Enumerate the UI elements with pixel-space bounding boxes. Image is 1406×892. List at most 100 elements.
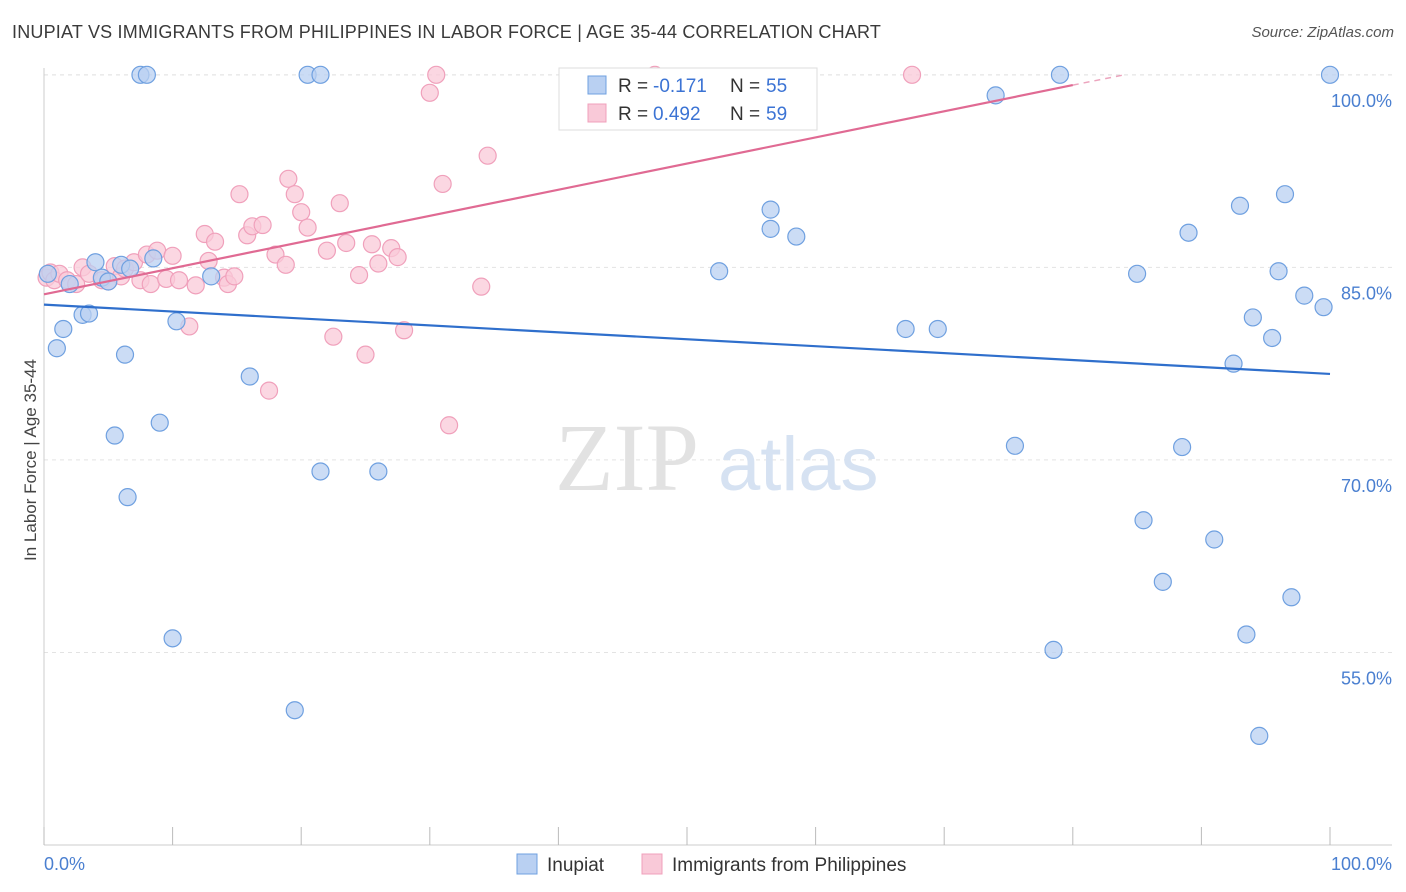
chart-source: Source: ZipAtlas.com (1251, 24, 1394, 41)
point (433, 174, 452, 194)
y-axis-label: In Labor Force | Age 35-44 (21, 359, 40, 561)
legend-n-value-1: 55 (766, 76, 787, 97)
y-tick-label-3: 100.0% (1331, 91, 1392, 111)
point (1205, 530, 1224, 549)
y-tick-label-0: 55.0% (1341, 668, 1392, 688)
x-tick-label-0: 0.0% (44, 854, 85, 874)
point (86, 253, 105, 272)
point (1127, 264, 1147, 283)
point (787, 227, 806, 246)
point (38, 264, 57, 283)
point (337, 233, 356, 253)
point (427, 65, 446, 84)
watermark-zip: ZIP (555, 404, 699, 511)
bottom-legend-swatch-philippines (641, 853, 663, 875)
legend-swatch-philippines (587, 103, 607, 123)
point (1250, 726, 1269, 745)
point (710, 262, 729, 281)
point (356, 345, 375, 364)
point (141, 274, 160, 294)
point (317, 241, 337, 260)
point (420, 83, 439, 102)
point (163, 246, 182, 265)
point (240, 367, 259, 386)
point (472, 277, 491, 296)
point (1153, 572, 1172, 591)
grid (44, 74, 1392, 653)
point (79, 304, 99, 323)
point (1295, 286, 1314, 305)
trend-line-extension-1 (1072, 74, 1125, 86)
legend-swatch-inupiat (587, 75, 607, 95)
point (394, 321, 414, 340)
point (1314, 298, 1333, 317)
point (369, 254, 388, 273)
legend-n-label-2: N = (730, 104, 760, 125)
y-tick-label-1: 70.0% (1341, 476, 1392, 496)
point (225, 267, 244, 286)
point (1044, 640, 1063, 659)
watermark: ZIP atlas (555, 404, 879, 511)
point (324, 327, 343, 346)
point (285, 185, 304, 204)
legend-r-label-1: R = (618, 76, 648, 97)
point (1282, 588, 1301, 607)
series-inupiat (38, 65, 1340, 745)
point (478, 146, 497, 165)
point (150, 413, 169, 432)
point (1243, 308, 1262, 327)
point (167, 312, 186, 331)
y-tick-label-2: 85.0% (1341, 283, 1392, 303)
point (388, 248, 407, 267)
bottom-legend-inupiat: Inupiat (547, 855, 605, 876)
point (115, 345, 135, 364)
x-tick-labels: 0.0% 100.0% (44, 854, 1392, 874)
bottom-legend-philippines: Immigrants from Philippines (672, 855, 906, 876)
legend-n-value-2: 59 (766, 104, 787, 125)
point (105, 426, 124, 445)
point (1237, 625, 1256, 644)
point (292, 203, 311, 222)
trend-layer (43, 74, 1331, 376)
point (1050, 65, 1070, 84)
point (205, 232, 225, 251)
point (169, 271, 189, 290)
point (1320, 65, 1340, 84)
point (439, 416, 459, 435)
point (896, 319, 915, 339)
point (311, 65, 330, 84)
point (311, 462, 330, 481)
point (118, 488, 137, 507)
trend-line-1 (43, 84, 1074, 296)
point (285, 701, 304, 720)
trend-line-0 (43, 303, 1331, 376)
point (1134, 511, 1153, 530)
point (362, 235, 382, 254)
legend-r-label-2: R = (618, 104, 648, 125)
chart-title: INUPIAT VS IMMIGRANTS FROM PHILIPPINES I… (12, 22, 882, 42)
point (202, 267, 221, 286)
watermark-atlas: atlas (718, 422, 879, 507)
point (349, 265, 369, 285)
point (144, 249, 163, 268)
point (1179, 223, 1198, 242)
bottom-legend: Inupiat Immigrants from Philippines (516, 853, 906, 876)
point (761, 200, 780, 219)
point (1269, 262, 1288, 281)
bottom-legend-swatch-inupiat (516, 853, 538, 875)
legend-n-label-1: N = (730, 76, 760, 97)
point (276, 255, 295, 274)
point (1230, 196, 1250, 215)
point (1275, 185, 1295, 204)
point (1263, 328, 1282, 348)
point (928, 319, 947, 339)
point (259, 381, 279, 400)
point (279, 169, 298, 188)
point (137, 65, 156, 84)
point (369, 462, 388, 481)
point (47, 339, 66, 358)
point (330, 194, 349, 213)
y-tick-labels: 55.0% 70.0% 85.0% 100.0% (1331, 91, 1392, 689)
legend: R = -0.171 N = 55 R = 0.492 N = 59 (558, 67, 818, 131)
